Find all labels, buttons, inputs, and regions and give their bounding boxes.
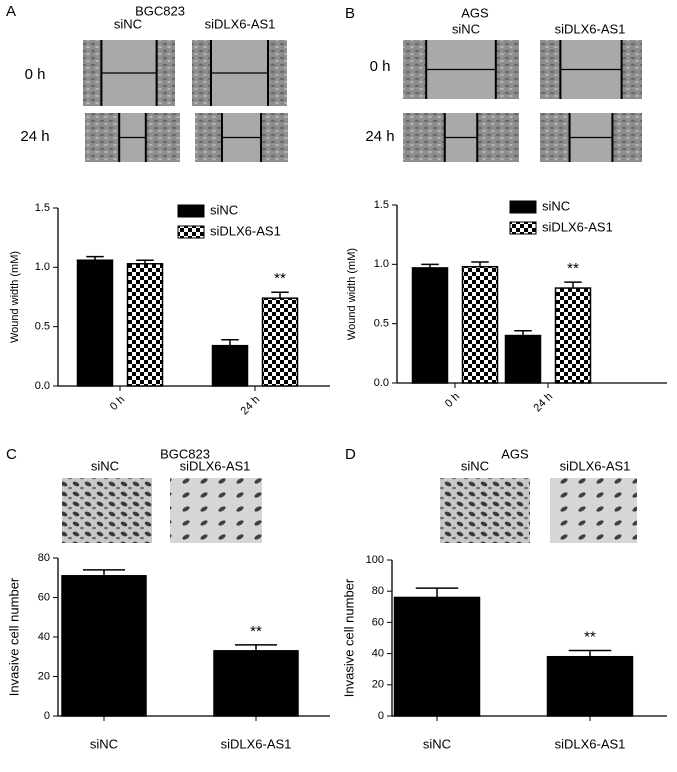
legend-swatch bbox=[509, 200, 537, 214]
significance: ** bbox=[274, 270, 286, 287]
y-tick-label: 80 bbox=[38, 552, 50, 564]
panel-letter: D bbox=[345, 446, 356, 463]
x-tick-label: siDLX6-AS1 bbox=[221, 736, 292, 751]
y-tick-label: 0.5 bbox=[374, 318, 389, 330]
y-tick-label: 20 bbox=[38, 670, 50, 682]
legend-label: siNC bbox=[542, 198, 570, 213]
y-axis-label: Invasive cell number bbox=[341, 578, 356, 697]
y-tick-label: 1.5 bbox=[35, 202, 50, 214]
panel-letter: B bbox=[345, 5, 355, 22]
image-row-label: 24 h bbox=[20, 128, 49, 145]
bar bbox=[461, 265, 499, 384]
significance: ** bbox=[584, 628, 596, 645]
x-tick-label: siNC bbox=[423, 736, 451, 751]
image-column-label: siNC bbox=[452, 21, 480, 36]
panel-title: AGS bbox=[461, 5, 489, 20]
panel-letter: C bbox=[6, 446, 17, 463]
y-tick-label: 60 bbox=[38, 591, 50, 603]
significance: ** bbox=[567, 260, 579, 277]
panel-title: BGC823 bbox=[135, 3, 185, 18]
y-tick-label: 100 bbox=[366, 554, 384, 566]
y-axis-label: Wound width (mM) bbox=[9, 251, 21, 343]
panel-title: BGC823 bbox=[160, 446, 210, 461]
bar bbox=[261, 297, 299, 387]
image-row-label: 24 h bbox=[365, 128, 394, 145]
bar bbox=[393, 596, 481, 717]
image-column-label: siNC bbox=[461, 458, 489, 473]
image-column-label: siDLX6-AS1 bbox=[560, 458, 631, 473]
micrograph bbox=[170, 478, 262, 543]
x-tick-label: siNC bbox=[90, 736, 118, 751]
legend-swatch bbox=[177, 204, 205, 218]
image-row-label: 0 h bbox=[25, 66, 46, 83]
y-tick-label: 1.0 bbox=[35, 261, 50, 273]
bar bbox=[213, 650, 299, 717]
y-axis-label: Wound width (mM) bbox=[346, 248, 358, 340]
bar bbox=[211, 344, 249, 387]
legend-swatch bbox=[509, 221, 537, 235]
micrograph bbox=[62, 478, 152, 543]
y-tick-label: 80 bbox=[372, 585, 384, 597]
x-tick-label: 0 h bbox=[108, 394, 127, 413]
y-tick-label: 40 bbox=[38, 631, 50, 643]
y-tick-label: 0.5 bbox=[35, 321, 50, 333]
image-column-label: siDLX6-AS1 bbox=[555, 21, 626, 36]
bar bbox=[546, 655, 634, 717]
bar bbox=[411, 267, 449, 384]
legend-label: siDLX6-AS1 bbox=[542, 219, 613, 234]
micrograph bbox=[550, 478, 637, 543]
y-tick-label: 0 bbox=[44, 710, 50, 722]
x-tick-label: 24 h bbox=[532, 391, 556, 415]
bar bbox=[76, 259, 114, 387]
micrograph bbox=[440, 478, 530, 543]
bar bbox=[504, 334, 542, 384]
bar bbox=[554, 287, 592, 384]
y-tick-label: 0.0 bbox=[35, 380, 50, 392]
legend-swatch bbox=[177, 225, 205, 239]
bar bbox=[61, 575, 147, 717]
y-axis-label: Invasive cell number bbox=[6, 577, 21, 696]
y-tick-label: 0.0 bbox=[374, 377, 389, 389]
x-tick-label: siDLX6-AS1 bbox=[555, 736, 626, 751]
legend-label: siNC bbox=[210, 202, 238, 217]
bar bbox=[126, 263, 164, 387]
y-tick-label: 20 bbox=[372, 679, 384, 691]
y-tick-label: 60 bbox=[372, 616, 384, 628]
y-tick-label: 1.5 bbox=[374, 199, 389, 211]
x-tick-label: 0 h bbox=[443, 391, 462, 410]
image-column-label: siNC bbox=[91, 458, 119, 473]
legend-label: siDLX6-AS1 bbox=[210, 223, 281, 238]
image-column-label: siNC bbox=[114, 16, 142, 31]
y-tick-label: 1.0 bbox=[374, 258, 389, 270]
y-tick-label: 0 bbox=[378, 710, 384, 722]
panel-title: AGS bbox=[501, 446, 529, 461]
image-row-label: 0 h bbox=[370, 58, 391, 75]
y-tick-label: 40 bbox=[372, 648, 384, 660]
x-tick-label: 24 h bbox=[239, 394, 263, 418]
image-column-label: siDLX6-AS1 bbox=[180, 458, 251, 473]
image-column-label: siDLX6-AS1 bbox=[205, 16, 276, 31]
panel-letter: A bbox=[6, 3, 16, 20]
significance: ** bbox=[250, 623, 262, 640]
